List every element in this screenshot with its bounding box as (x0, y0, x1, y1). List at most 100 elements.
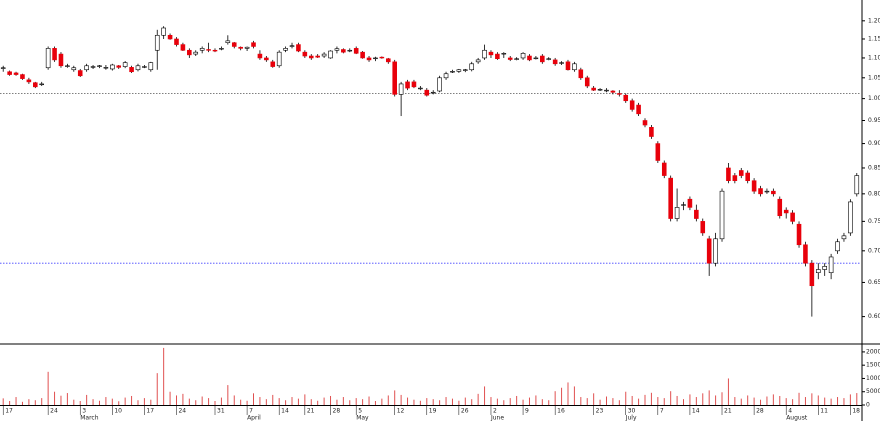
candle-body (270, 61, 276, 67)
candle-body (629, 100, 635, 110)
candle-body (418, 87, 423, 90)
candle-body (187, 49, 192, 56)
candle-body (495, 53, 500, 60)
x-tick-label: 5 (358, 408, 362, 415)
x-tick-label: 17 (146, 408, 154, 415)
candle-body (315, 55, 320, 58)
candle-body (193, 51, 199, 55)
candle-body (13, 72, 19, 75)
candle-body (559, 62, 564, 64)
candle-body (463, 69, 468, 71)
volume-tick-label: 10000 (866, 375, 880, 382)
candle-body (405, 81, 410, 89)
candle-body (65, 65, 70, 67)
candle-body (796, 223, 802, 246)
candle-body (142, 66, 147, 68)
candle-body (84, 65, 89, 71)
candle-body (758, 188, 763, 195)
candle-body (578, 69, 584, 79)
candle-body (283, 48, 288, 51)
y-tick-label: 0.75 (868, 218, 880, 225)
candle-body (77, 70, 83, 77)
candle-body (706, 238, 712, 264)
candle-body (783, 209, 789, 214)
candle-body (45, 48, 51, 69)
candle-body (328, 50, 333, 59)
candle-body (617, 93, 622, 95)
candle-body (751, 180, 757, 192)
candle-body (649, 126, 654, 137)
x-tick-label: 21 (307, 408, 315, 415)
candle-body (392, 61, 397, 95)
candle-body (334, 48, 340, 51)
candle-body (488, 51, 494, 56)
candle-body (450, 71, 455, 73)
candle-body (764, 190, 770, 193)
candle-body (71, 67, 77, 71)
candle-body (135, 65, 141, 71)
candle-body (289, 45, 295, 47)
y-tick-label: 0.80 (868, 190, 880, 197)
candle-body (803, 244, 808, 264)
candle-body (238, 46, 243, 49)
candle-body (231, 42, 237, 47)
candle-body (822, 266, 827, 270)
candle-body (501, 53, 507, 55)
candle-body (430, 91, 436, 94)
candle-body (848, 201, 853, 234)
volume-tick-label: 0 (866, 402, 870, 409)
month-label: March (80, 415, 98, 421)
candle-body (636, 104, 641, 115)
candle-body (604, 89, 609, 92)
x-tick-label: 28 (756, 408, 764, 415)
month-label: August (786, 415, 808, 421)
candle-body (103, 67, 109, 69)
candle-body (514, 58, 519, 60)
x-tick-label: 16 (557, 408, 565, 415)
candle-body (475, 59, 481, 63)
volume-tick-label: 5000 (866, 388, 880, 395)
candle-body (661, 162, 667, 176)
candle-body (565, 61, 571, 71)
candle-body (33, 82, 38, 88)
candle-body (251, 42, 256, 47)
candle-body (161, 27, 166, 36)
candle-body (507, 57, 513, 60)
candle-body (58, 53, 64, 67)
candle-body (296, 44, 301, 52)
candle-body (668, 177, 673, 219)
candle-body (116, 65, 122, 68)
y-tick-label: 0.60 (868, 313, 880, 320)
candle-body (219, 48, 224, 50)
candle-body (642, 120, 648, 126)
candle-body (815, 269, 821, 274)
y-tick-label: 1.15 (868, 35, 880, 42)
candle-body (443, 73, 449, 79)
candle-body (732, 175, 738, 182)
candle-body (854, 175, 860, 195)
y-tick-label: 0.70 (868, 247, 880, 254)
candle-body (379, 56, 385, 59)
candle-body (771, 190, 776, 195)
candle-body (39, 83, 45, 86)
volume-tick-label: 15000 (866, 362, 880, 369)
candle-body (308, 55, 314, 59)
x-tick-label: 12 (397, 408, 405, 415)
candle-body (122, 62, 128, 67)
candle-body (411, 81, 417, 88)
candle-body (360, 51, 365, 59)
candle-body (20, 74, 25, 79)
x-tick-label: 19 (429, 408, 437, 415)
x-tick-label: 11 (820, 408, 828, 415)
candle-body (700, 221, 706, 234)
candle-body (341, 49, 346, 53)
candle-body (584, 77, 590, 87)
candle-body (745, 172, 750, 182)
month-label: April (247, 415, 261, 421)
candle-body (129, 67, 134, 73)
x-tick-label: 7 (660, 408, 664, 415)
candle-body (353, 48, 359, 54)
candle-body (26, 79, 32, 83)
x-tick-label: 17 (5, 408, 13, 415)
